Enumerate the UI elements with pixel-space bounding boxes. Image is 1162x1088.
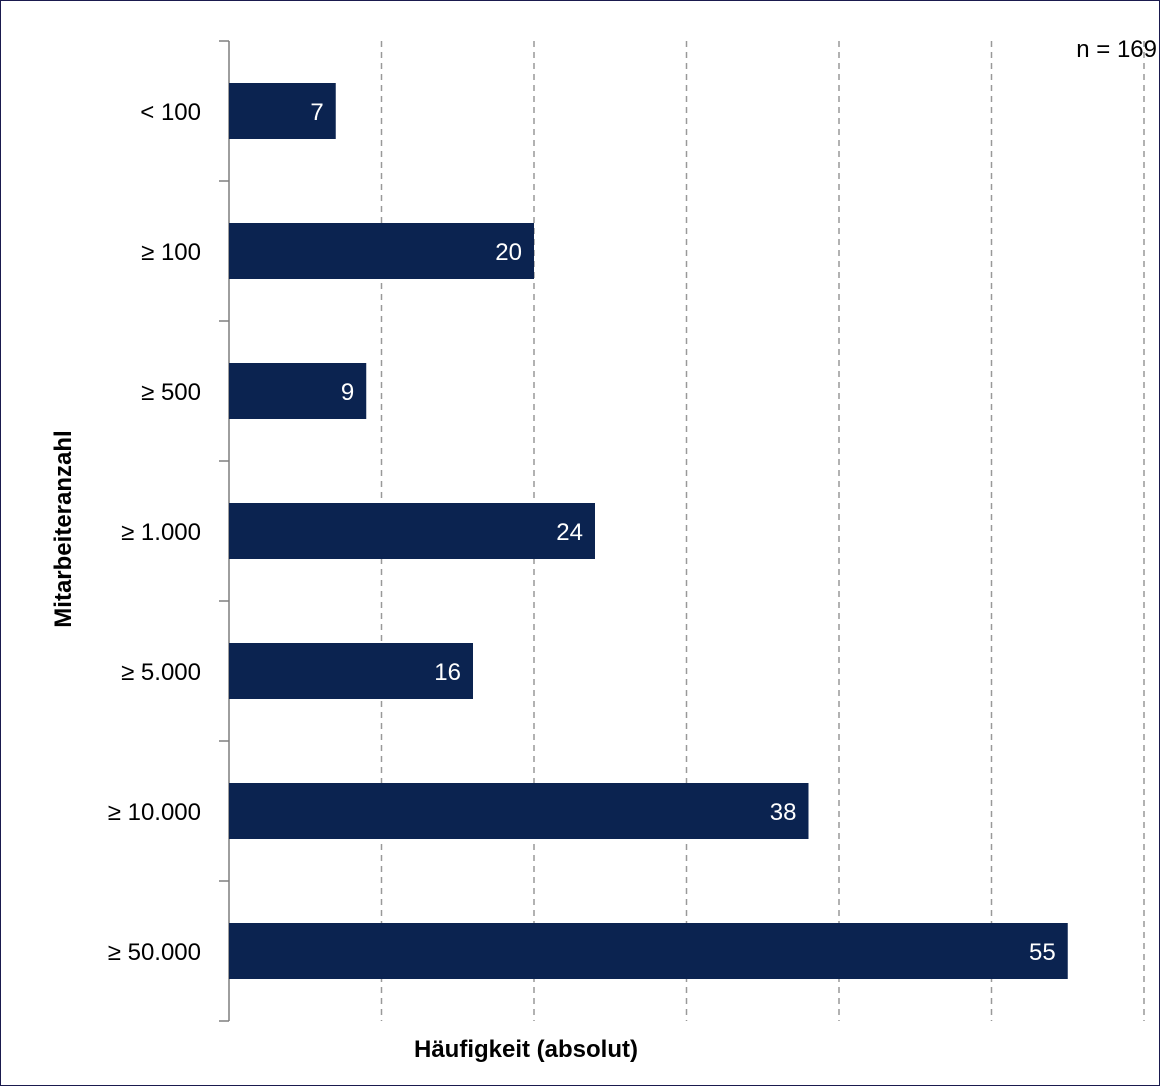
value-label: 16 (434, 659, 461, 686)
y-axis-title: Mitarbeiteranzahl (50, 430, 77, 627)
sample-size-annotation: n = 169 (1076, 36, 1157, 63)
category-label: ≥ 100 (141, 239, 201, 266)
labels: < 100 7 ≥ 100 20 ≥ 500 9 ≥ 1.000 24 ≥ 5.000 16 ≥ 1… (108, 99, 1056, 966)
category-label: ≥ 5.000 (121, 659, 201, 686)
category-label: ≥ 10.000 (108, 799, 201, 826)
value-label: 20 (495, 239, 522, 266)
bar-1 (229, 223, 534, 279)
category-label: < 100 (140, 99, 201, 126)
y-axis (219, 40, 230, 1022)
bar-0 (229, 83, 336, 139)
value-label: 7 (310, 99, 323, 126)
value-label: 55 (1029, 939, 1056, 966)
category-label: ≥ 500 (141, 379, 201, 406)
x-axis-title: Häufigkeit (absolut) (414, 1036, 638, 1063)
bar-2 (229, 363, 367, 419)
bar-3 (229, 503, 595, 559)
category-label: ≥ 1.000 (121, 519, 201, 546)
category-label: ≥ 50.000 (108, 939, 201, 966)
value-label: 24 (556, 519, 583, 546)
bar-6 (229, 923, 1068, 979)
bars (229, 83, 1068, 979)
bar-4 (229, 643, 473, 699)
bar-5 (229, 783, 809, 839)
value-label: 38 (770, 799, 797, 826)
value-label: 9 (341, 379, 354, 406)
